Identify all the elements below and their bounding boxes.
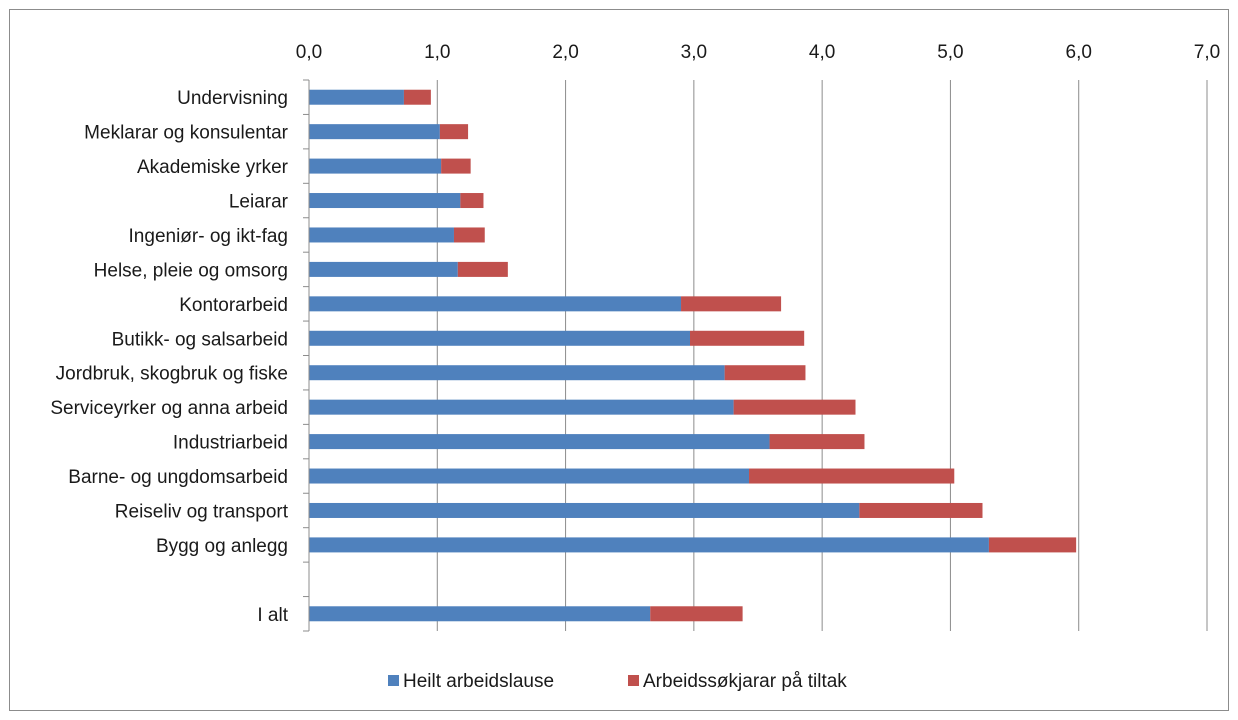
category-label: Leiarar (229, 192, 289, 213)
category-label: Industriarbeid (173, 433, 288, 454)
category-label: Butikk- og salsarbeid (112, 329, 288, 350)
bar-segment (650, 606, 743, 622)
bar-segment (749, 468, 955, 484)
category-label: I alt (257, 605, 288, 626)
bar-segment (309, 296, 682, 312)
bar-segment (439, 124, 469, 140)
axes (303, 79, 310, 632)
bar-segment (309, 434, 770, 450)
x-tick-label: 2,0 (552, 42, 578, 63)
bar-segment (309, 537, 989, 553)
bar-segment (309, 124, 440, 140)
bar-segment (309, 261, 458, 277)
x-tick-label: 7,0 (1194, 42, 1220, 63)
bar-segment (460, 193, 484, 209)
category-label: Undervisning (177, 88, 288, 109)
bars (309, 89, 1077, 622)
chart-frame (9, 9, 1229, 711)
category-label: Jordbruk, skogbruk og fiske (56, 364, 288, 385)
legend-label: Heilt arbeidslause (403, 671, 554, 692)
x-tick-label: 0,0 (296, 42, 322, 63)
bar-segment (733, 399, 856, 415)
x-tick-label: 5,0 (937, 42, 963, 63)
bar-segment (724, 365, 806, 381)
category-label: Barne- og ungdomsarbeid (68, 467, 288, 488)
bar-segment (309, 365, 725, 381)
category-label: Serviceyrker og anna arbeid (50, 398, 288, 419)
category-label: Helse, pleie og omsorg (94, 260, 288, 281)
bar-segment (309, 330, 691, 346)
category-label: Bygg og anlegg (156, 536, 288, 557)
x-tick-labels: 0,0 1,0 2,0 3,0 4,0 5,0 6,0 7,0 (296, 42, 1220, 63)
x-tick-label: 3,0 (681, 42, 707, 63)
legend: Heilt arbeidslause Arbeidssøkjarar på til… (388, 671, 847, 692)
bar-segment (457, 261, 508, 277)
bar-segment (859, 502, 983, 518)
bar-segment (441, 158, 471, 174)
bar-segment (403, 89, 431, 105)
bar-segment (690, 330, 805, 346)
category-label: Akademiske yrker (137, 157, 289, 178)
bar-segment (988, 537, 1077, 553)
legend-swatch (388, 675, 399, 686)
category-label: Reiseliv og transport (115, 501, 289, 522)
bar-segment (309, 606, 651, 622)
bar-segment (453, 227, 485, 243)
x-tick-label: 4,0 (809, 42, 835, 63)
bar-segment (309, 502, 860, 518)
category-labels: Undervisning Meklarar og konsulentar Akade… (50, 88, 288, 626)
legend-label: Arbeidssøkjarar på tiltak (643, 671, 847, 692)
category-label: Kontorarbeid (179, 295, 288, 316)
bar-segment (309, 399, 734, 415)
bar-segment (309, 158, 442, 174)
bar-segment (309, 468, 750, 484)
legend-swatch (628, 675, 639, 686)
category-label: Meklarar og konsulentar (84, 123, 288, 144)
x-tick-label: 6,0 (1066, 42, 1092, 63)
bar-segment (309, 89, 404, 105)
category-label: Ingeniør- og ikt-fag (129, 226, 288, 247)
bar-segment (309, 193, 461, 209)
x-tick-label: 1,0 (424, 42, 450, 63)
bar-segment (769, 434, 865, 450)
bar-segment (681, 296, 782, 312)
bar-segment (309, 227, 454, 243)
